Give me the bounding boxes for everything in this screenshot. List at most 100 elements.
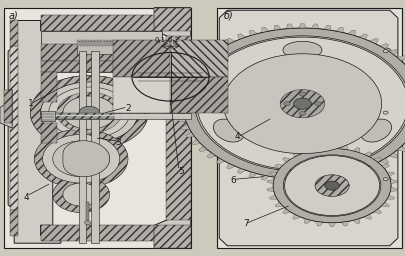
Polygon shape	[273, 25, 281, 30]
Circle shape	[30, 76, 148, 150]
Bar	[92, 40, 94, 46]
Polygon shape	[185, 70, 194, 75]
Polygon shape	[282, 157, 290, 162]
Polygon shape	[171, 40, 228, 77]
Polygon shape	[261, 175, 269, 180]
Polygon shape	[249, 30, 257, 36]
Polygon shape	[216, 158, 225, 164]
Polygon shape	[175, 101, 182, 106]
Circle shape	[223, 54, 381, 154]
Circle shape	[53, 177, 109, 212]
Text: 3: 3	[115, 137, 120, 147]
Polygon shape	[181, 125, 189, 130]
Polygon shape	[226, 38, 234, 44]
Polygon shape	[0, 90, 12, 128]
Polygon shape	[266, 187, 273, 191]
Bar	[40, 123, 57, 143]
Bar	[10, 20, 18, 46]
Circle shape	[182, 28, 405, 179]
Circle shape	[379, 109, 390, 116]
Polygon shape	[403, 139, 405, 145]
Polygon shape	[237, 168, 245, 174]
Polygon shape	[261, 27, 269, 33]
Text: а): а)	[8, 10, 18, 20]
Polygon shape	[292, 214, 300, 219]
Bar	[154, 8, 190, 31]
Wedge shape	[273, 148, 390, 223]
Bar	[91, 51, 98, 243]
Polygon shape	[358, 34, 367, 39]
Polygon shape	[379, 158, 388, 164]
Polygon shape	[352, 219, 359, 223]
Polygon shape	[207, 152, 215, 158]
Circle shape	[132, 52, 209, 101]
Polygon shape	[363, 214, 371, 219]
Bar	[80, 40, 82, 46]
Polygon shape	[274, 202, 282, 207]
Circle shape	[379, 48, 390, 55]
Bar	[10, 46, 18, 210]
Bar	[40, 111, 55, 121]
Text: 0,1-0,2: 0,1-0,2	[153, 37, 179, 43]
Polygon shape	[316, 221, 322, 226]
Circle shape	[314, 175, 348, 196]
Polygon shape	[303, 219, 311, 223]
Polygon shape	[207, 49, 215, 55]
Bar	[154, 225, 190, 248]
Bar	[40, 113, 113, 119]
Text: 4: 4	[234, 132, 240, 142]
Polygon shape	[389, 180, 396, 184]
Polygon shape	[237, 34, 245, 39]
Polygon shape	[303, 148, 311, 153]
Polygon shape	[373, 209, 381, 214]
Circle shape	[57, 92, 122, 133]
Polygon shape	[298, 24, 305, 28]
Bar	[95, 40, 97, 46]
Polygon shape	[266, 180, 273, 184]
Polygon shape	[113, 40, 170, 77]
Polygon shape	[269, 172, 277, 176]
Circle shape	[382, 111, 387, 114]
Circle shape	[196, 37, 405, 170]
Polygon shape	[379, 44, 388, 49]
Polygon shape	[286, 178, 293, 184]
Circle shape	[314, 102, 320, 106]
Circle shape	[34, 129, 128, 188]
Polygon shape	[363, 152, 371, 157]
Circle shape	[43, 134, 119, 183]
Polygon shape	[177, 86, 186, 90]
Circle shape	[84, 221, 91, 225]
Polygon shape	[380, 202, 388, 207]
Polygon shape	[113, 77, 170, 113]
Polygon shape	[328, 223, 335, 227]
Polygon shape	[274, 164, 282, 169]
Circle shape	[283, 102, 290, 106]
Polygon shape	[373, 157, 381, 162]
Polygon shape	[226, 163, 234, 169]
Polygon shape	[311, 24, 318, 29]
Polygon shape	[386, 172, 394, 176]
Bar	[4, 8, 190, 248]
Polygon shape	[403, 63, 405, 68]
Bar	[89, 40, 91, 46]
Bar	[40, 31, 162, 72]
Polygon shape	[298, 179, 305, 184]
Ellipse shape	[282, 41, 321, 59]
Text: 7: 7	[242, 219, 248, 229]
Polygon shape	[352, 148, 359, 153]
Ellipse shape	[360, 119, 391, 142]
Polygon shape	[198, 56, 207, 61]
Polygon shape	[323, 177, 330, 182]
Polygon shape	[380, 164, 388, 169]
Text: б): б)	[223, 10, 232, 20]
Polygon shape	[347, 172, 355, 177]
Bar	[110, 40, 113, 46]
Circle shape	[382, 50, 387, 53]
Circle shape	[184, 29, 405, 178]
Polygon shape	[292, 152, 300, 157]
Polygon shape	[316, 145, 322, 150]
Polygon shape	[340, 145, 347, 150]
Polygon shape	[63, 141, 109, 177]
Text: 1: 1	[28, 99, 33, 108]
Circle shape	[30, 76, 148, 150]
